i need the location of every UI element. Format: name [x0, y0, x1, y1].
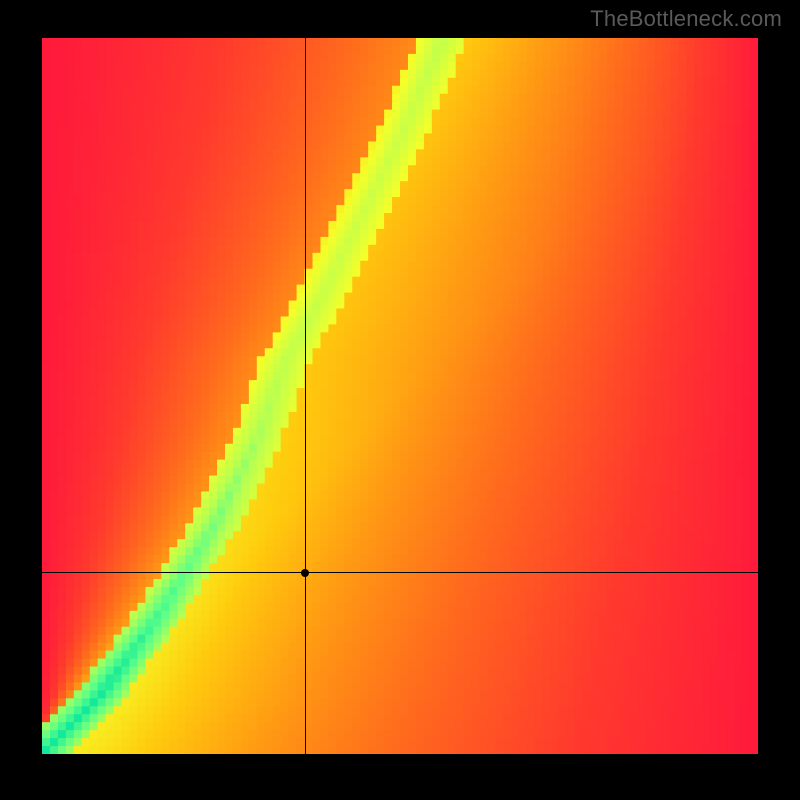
heatmap-canvas	[42, 38, 758, 754]
watermark-text: TheBottleneck.com	[590, 6, 782, 32]
crosshair-vertical	[305, 38, 306, 754]
heatmap-plot	[42, 38, 758, 754]
crosshair-horizontal	[42, 572, 758, 573]
